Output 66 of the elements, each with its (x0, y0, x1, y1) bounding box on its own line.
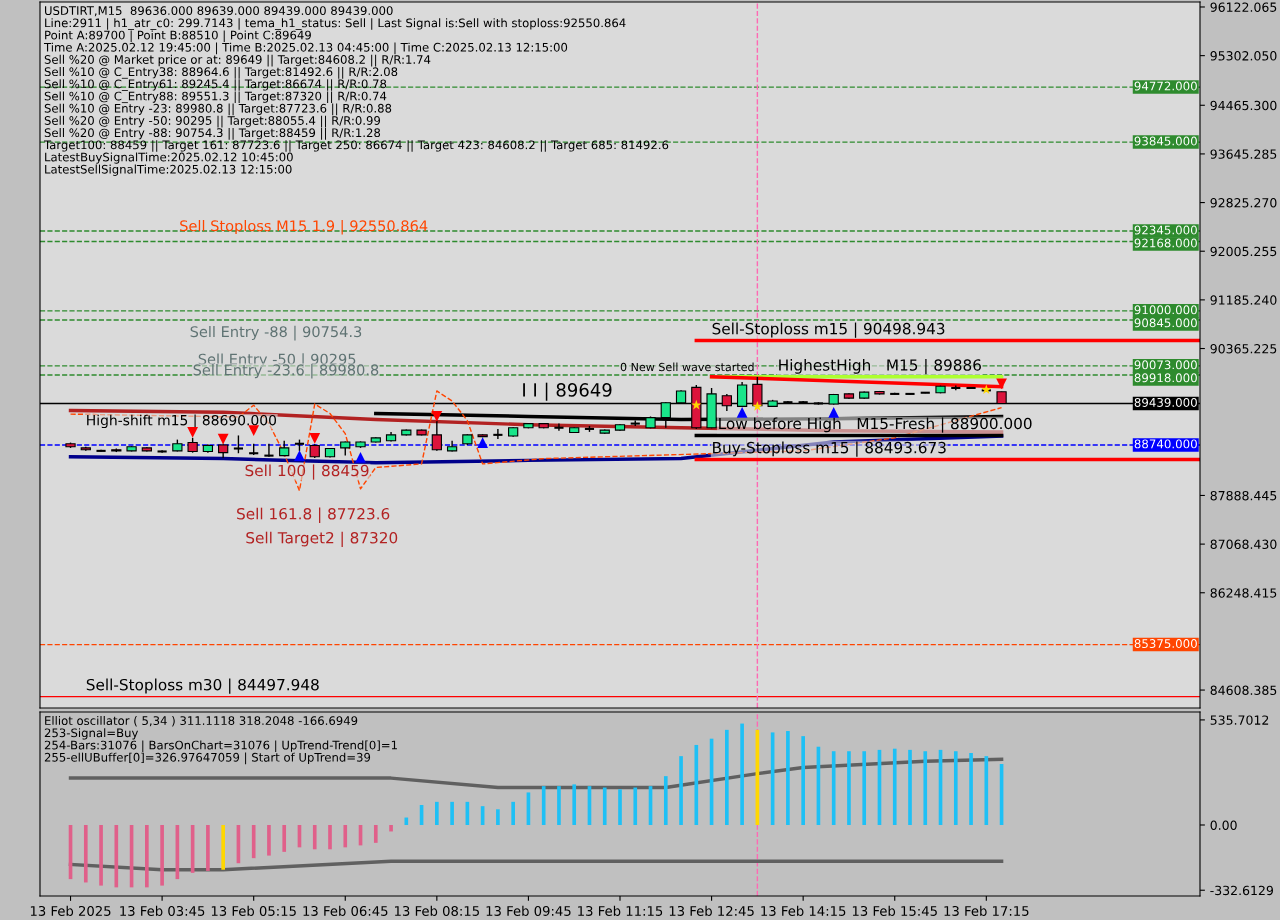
annotation: LatestBuySignalTime:2025.02.12 10:45:00 (45, 152, 293, 164)
y-tick-label: 94465.300 (1210, 100, 1277, 111)
annotation: Sell-Stoploss m15 | 90498.943 (712, 322, 945, 338)
x-tick-label: 13 Feb 05:15 (211, 905, 296, 916)
annotation: Sell %10 @ C_Entry38: 88964.6 || Target:81492.6 || R/R:2.08 (44, 67, 398, 79)
y-tick-label: 535.7012 (1210, 715, 1269, 725)
x-tick-label: 13 Feb 14:15 (761, 905, 846, 916)
y-tick-label: 86248.415 (1210, 588, 1277, 598)
ref-line-label: 93845.000 (1134, 136, 1197, 146)
y-tick-label: 0.00 (1210, 820, 1237, 830)
y-tick-label: 93645.285 (1210, 149, 1277, 159)
annotation: 0 New Sell wave started (620, 362, 754, 372)
annotation: HighestHigh M15 | 89886 (779, 358, 981, 375)
y-tick-label: 91185.240 (1210, 295, 1277, 305)
y-tick-label: 87068.430 (1210, 539, 1277, 550)
annotation: 255-ellUBuffer[0]=326.97647059 | Start of UpTrend=39 (44, 752, 371, 765)
ref-line-label: 92345.000 (1134, 225, 1197, 235)
x-tick-label: 13 Feb 09:45 (486, 905, 571, 916)
y-tick-label: -332.6129 (1210, 885, 1273, 896)
x-tick-label: 13 Feb 11:15 (578, 905, 663, 916)
ref-line-label: 94772.000 (1134, 81, 1197, 91)
ref-line-label: 91000.000 (1134, 305, 1197, 315)
annotation: Line:2911 | h1_atr_c0: 299.7143 | tema_h1_status: Sell | Last Signal is:Sell with stoploss:92550.864 (45, 18, 626, 30)
x-tick-label: 13 Feb 03:45 (120, 905, 205, 916)
y-tick-label: 90365.225 (1210, 343, 1277, 354)
annotation: Sell 161.8 | 87723.6 (237, 507, 390, 523)
ref-line-label: 89439.000 (1134, 397, 1197, 407)
x-tick-label: 13 Feb 15:45 (852, 905, 937, 916)
annotation: Sell Entry -88 | 90754.3 (190, 325, 362, 341)
y-tick-label: 87888.445 (1210, 490, 1277, 501)
annotation: Time A:2025.02.12 19:45:00 | Time B:2025.02.13 04:45:00 | Time C:2025.02.13 12:15:00 (43, 42, 568, 55)
ref-line-label: 90845.000 (1134, 318, 1197, 328)
ref-line-label: 88740.000 (1134, 439, 1197, 449)
annotation: Sell 100 | 88459 (245, 464, 369, 480)
annotation: Sell-Stoploss m30 | 84497.948 (86, 678, 319, 694)
x-tick-label: 13 Feb 17:15 (944, 905, 1029, 916)
annotation: Low before High M15-Fresh | 88900.000 (719, 417, 1032, 433)
annotation: Sell %10 @ C_Entry88: 89551.3 || Target:87320 || R/R:0.74 (44, 91, 387, 104)
y-tick-label: 95302.050 (1210, 51, 1277, 61)
annotation: Target100: 88459 || Target 161: 87723.6 || Target 250: 86674 || Target 423: 84608.2 || Target 685: 81492.6 (43, 140, 669, 152)
annotation: 253-Signal=Buy (44, 728, 139, 740)
y-tick-label: 92825.270 (1210, 198, 1277, 208)
y-tick-label: 96122.065 (1210, 2, 1277, 12)
annotation: I I | 89649 (523, 382, 612, 401)
annotation: Sell %10 @ Entry -23: 89980.8 || Target:87723.6 || R/R:0.88 (44, 103, 392, 116)
annotation: Sell Target2 | 87320 (246, 531, 398, 547)
annotation: Sell %20 @ Entry -50: 90295 || Target:88055.4 || R/R:0.99 (44, 115, 381, 128)
annotation: Sell %20 @ Market price or at: 89649 || Target:84608.2 || R/R:1.74 (44, 54, 431, 67)
annotation: USDTIRT,M15 89636.000 89639.000 89439.000 89439.000 (45, 6, 393, 17)
ref-line-label: 89918.000 (1134, 373, 1197, 383)
x-tick-label: 13 Feb 08:15 (395, 905, 479, 916)
annotation: Point A:89700 | Point B:88510 | Point C:89649 (45, 30, 311, 43)
annotation: LatestSellSignalTime:2025.02.13 12:15:00 (45, 164, 292, 176)
annotation: 254-Bars:31076 | BarsOnChart=31076 | UpTrend-Trend[0]=1 (44, 740, 397, 753)
x-tick-label: 13 Feb 12:45 (669, 905, 754, 916)
x-tick-label: 13 Feb 06:45 (303, 905, 388, 916)
ref-line-label: 90073.000 (1134, 360, 1197, 370)
annotation: Sell %20 @ Entry -88: 90754.3 || Target:88459 || R/R:1.28 (44, 128, 381, 140)
x-tick-label: 13 Feb 2025 (30, 905, 111, 916)
annotation: Buy-Stoploss m15 | 88493.673 (713, 441, 946, 457)
ref-line-label: 85375.000 (1134, 639, 1197, 648)
y-tick-label: 84608.385 (1210, 685, 1277, 695)
annotation: Sell Stoploss M15 1.9 | 92550.864 (180, 219, 428, 235)
y-tick-label: 92005.255 (1210, 246, 1277, 257)
annotation: Elliot oscillator ( 5,34 ) 311.1118 318.2048 -166.6949 (45, 716, 358, 727)
ref-line-label: 92168.000 (1134, 238, 1197, 248)
